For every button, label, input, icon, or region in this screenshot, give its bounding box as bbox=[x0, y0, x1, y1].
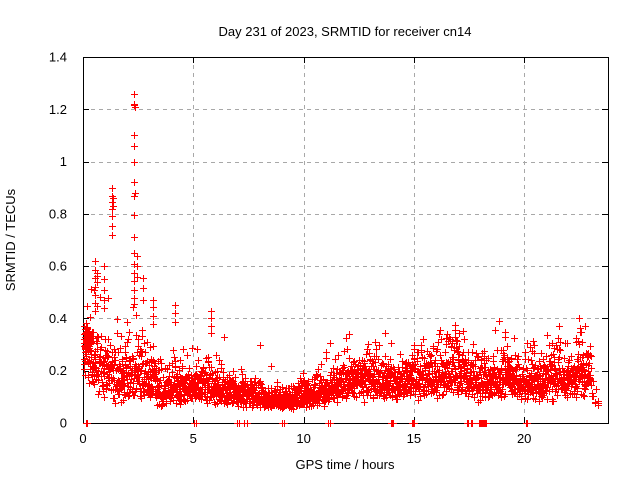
y-tick-label: 1.4 bbox=[49, 50, 67, 65]
x-tick-label: 0 bbox=[79, 431, 86, 446]
y-tick-label: 1 bbox=[60, 154, 67, 169]
axes-and-ticks bbox=[83, 57, 609, 424]
y-tick-label: 0 bbox=[60, 416, 67, 431]
tick-labels: 0 5 10 15 20 0 0.2 0.4 0.6 0.8 1 1.2 1.4 bbox=[49, 50, 531, 447]
y-tick-label: 0.8 bbox=[49, 206, 67, 221]
x-tick-label: 15 bbox=[407, 431, 421, 446]
y-axis-label: SRMTID / TECUs bbox=[3, 188, 18, 291]
y-tick-label: 0.4 bbox=[49, 311, 67, 326]
srmtid-series-markers bbox=[81, 91, 602, 427]
y-tick-label: 0.6 bbox=[49, 259, 67, 274]
x-axis-label: GPS time / hours bbox=[296, 457, 395, 472]
chart-title: Day 231 of 2023, SRMTID for receiver cn1… bbox=[219, 24, 472, 39]
x-tick-label: 5 bbox=[190, 431, 197, 446]
y-tick-label: 0.2 bbox=[49, 363, 67, 378]
x-tick-label: 20 bbox=[517, 431, 531, 446]
x-tick-label: 10 bbox=[296, 431, 310, 446]
data-points bbox=[81, 91, 602, 427]
y-tick-label: 1.2 bbox=[49, 102, 67, 117]
